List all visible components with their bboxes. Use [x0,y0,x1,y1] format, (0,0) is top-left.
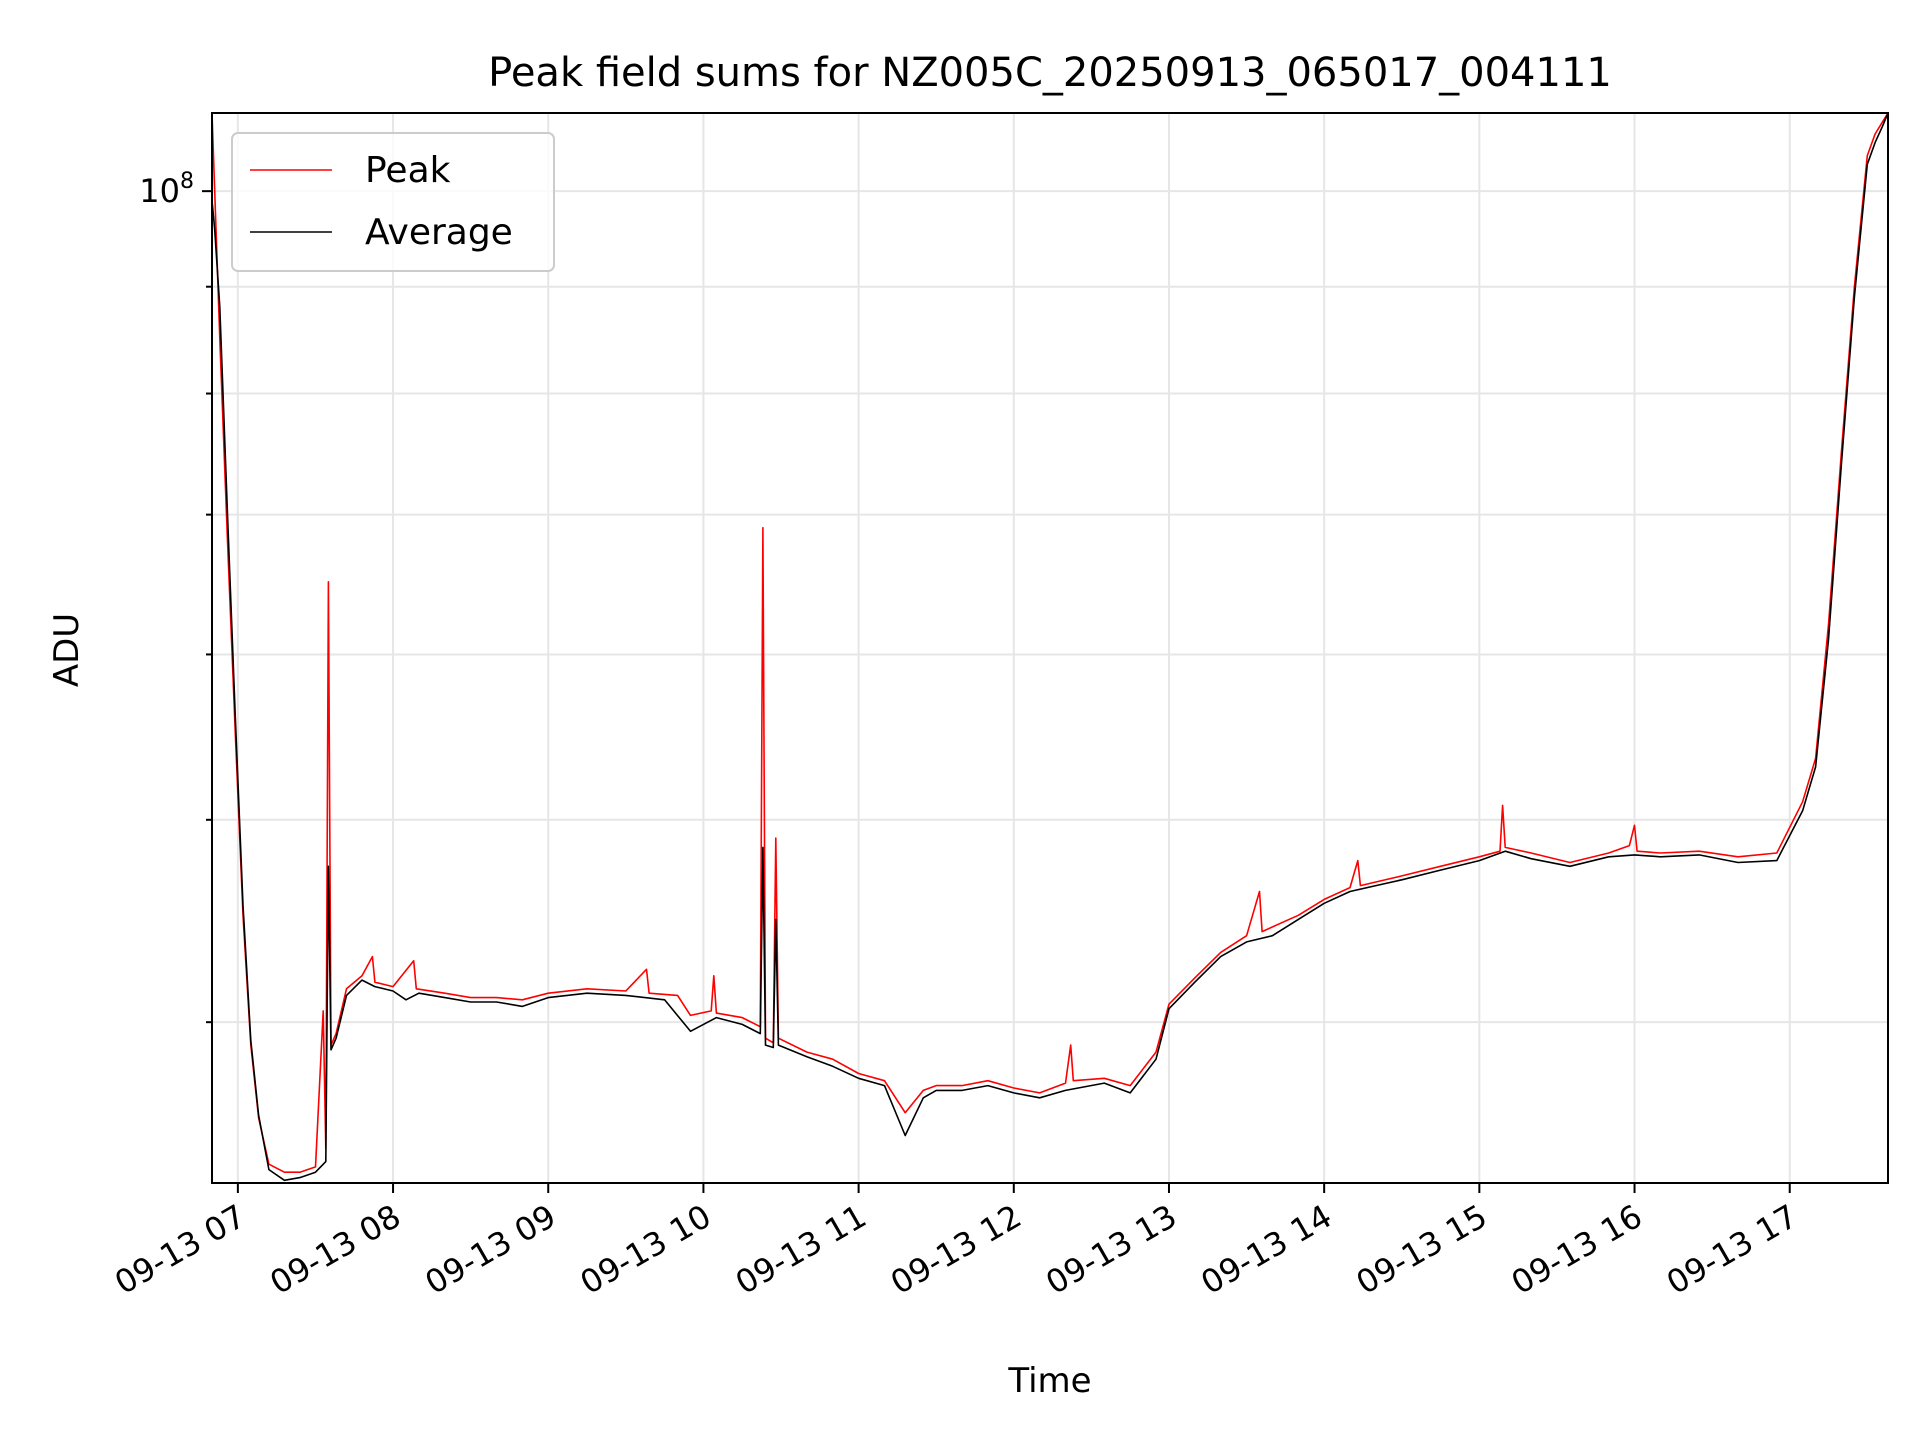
plot-area-frame [211,112,1889,1184]
legend-label-average: Average [365,212,513,253]
y-axis-label: ADU [47,613,87,687]
x-axis-label: Time [1007,1361,1091,1401]
legend-frame [231,132,555,272]
y-tick-label: 108 [139,169,194,210]
chart-title: Peak field sums for NZ005C_20250913_0650… [488,50,1612,96]
grid [212,113,1888,1183]
legend-label-peak: Peak [365,150,451,191]
y-axis: 108 [139,169,212,1024]
series-line-average [211,112,1889,1182]
series-line-peak [211,112,1889,1173]
legend: Peak Average [231,132,555,272]
series-layer [211,112,1889,1182]
